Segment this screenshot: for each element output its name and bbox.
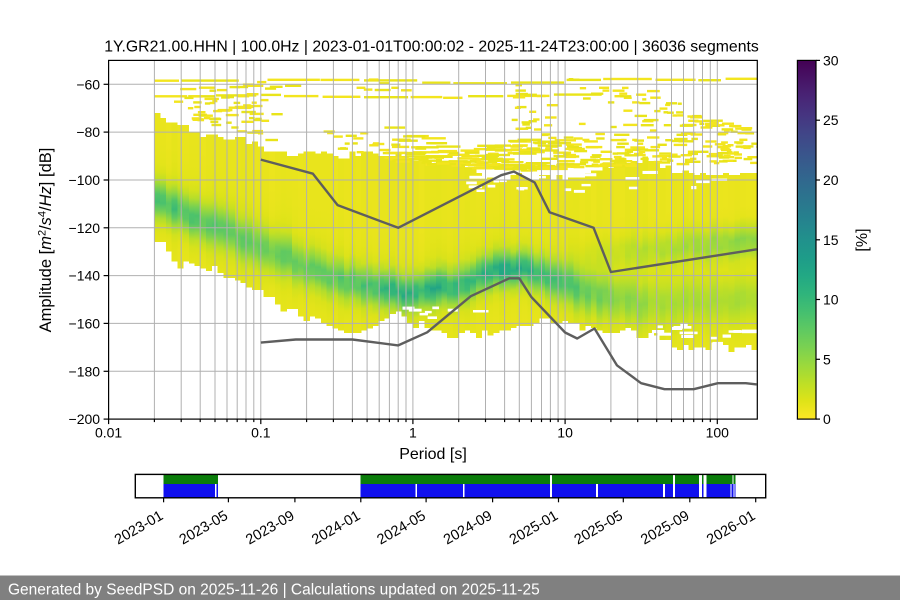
svg-text:−180: −180 xyxy=(69,363,101,379)
svg-text:−120: −120 xyxy=(69,220,101,236)
svg-text:10: 10 xyxy=(557,425,573,441)
svg-text:−100: −100 xyxy=(69,172,101,188)
svg-text:5: 5 xyxy=(823,351,831,367)
svg-text:Generated by SeedPSD on 2025-1: Generated by SeedPSD on 2025-11-26 | Cal… xyxy=(8,582,540,599)
svg-text:−140: −140 xyxy=(69,268,101,284)
svg-text:0: 0 xyxy=(823,411,831,427)
svg-text:Period [s]: Period [s] xyxy=(399,446,467,463)
svg-text:0.1: 0.1 xyxy=(251,425,271,441)
svg-text:10: 10 xyxy=(823,292,839,308)
svg-text:100: 100 xyxy=(706,425,730,441)
svg-text:[%]: [%] xyxy=(854,228,871,251)
svg-text:1: 1 xyxy=(409,425,417,441)
svg-text:15: 15 xyxy=(823,232,839,248)
svg-text:−160: −160 xyxy=(69,315,101,331)
svg-text:0.01: 0.01 xyxy=(95,425,122,441)
svg-text:1Y.GR21.00.HHN | 100.0Hz | 202: 1Y.GR21.00.HHN | 100.0Hz | 2023-01-01T00… xyxy=(104,39,759,56)
svg-text:20: 20 xyxy=(823,172,839,188)
svg-text:−80: −80 xyxy=(76,124,100,140)
svg-text:−60: −60 xyxy=(76,76,100,92)
svg-text:25: 25 xyxy=(823,112,839,128)
svg-text:Amplitude [m2/s4/Hz] [dB]: Amplitude [m2/s4/Hz] [dB] xyxy=(37,148,56,333)
svg-text:−200: −200 xyxy=(69,411,101,427)
svg-text:30: 30 xyxy=(823,52,839,68)
